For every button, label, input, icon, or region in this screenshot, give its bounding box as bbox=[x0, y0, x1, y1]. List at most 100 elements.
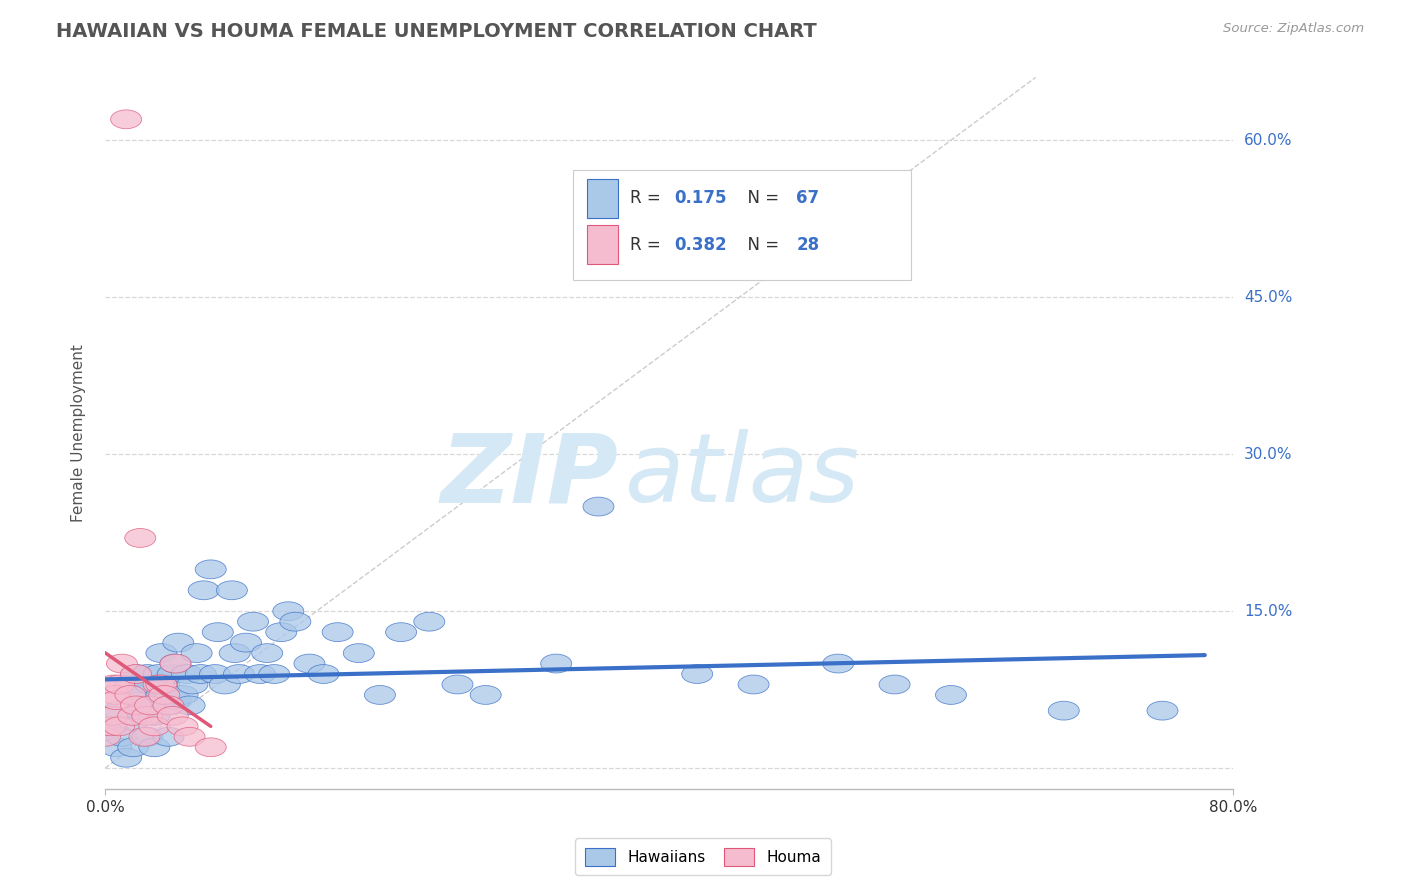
Ellipse shape bbox=[583, 497, 614, 516]
Ellipse shape bbox=[682, 665, 713, 683]
Ellipse shape bbox=[111, 748, 142, 767]
Ellipse shape bbox=[157, 706, 188, 725]
Ellipse shape bbox=[121, 696, 152, 714]
Ellipse shape bbox=[879, 675, 910, 694]
Ellipse shape bbox=[125, 701, 156, 720]
Ellipse shape bbox=[202, 623, 233, 641]
Ellipse shape bbox=[146, 686, 177, 705]
Ellipse shape bbox=[177, 675, 208, 694]
Ellipse shape bbox=[273, 602, 304, 621]
Ellipse shape bbox=[153, 696, 184, 714]
Ellipse shape bbox=[209, 675, 240, 694]
Ellipse shape bbox=[308, 665, 339, 683]
Ellipse shape bbox=[385, 623, 416, 641]
Ellipse shape bbox=[935, 686, 966, 705]
Ellipse shape bbox=[139, 738, 170, 756]
Text: 60.0%: 60.0% bbox=[1244, 133, 1292, 148]
Ellipse shape bbox=[174, 727, 205, 747]
Text: 67: 67 bbox=[796, 189, 820, 208]
Ellipse shape bbox=[153, 696, 184, 714]
Ellipse shape bbox=[107, 727, 138, 747]
Ellipse shape bbox=[343, 644, 374, 663]
Ellipse shape bbox=[121, 665, 152, 683]
Ellipse shape bbox=[111, 110, 142, 128]
Ellipse shape bbox=[181, 644, 212, 663]
Ellipse shape bbox=[160, 654, 191, 673]
Text: R =: R = bbox=[630, 235, 665, 253]
Ellipse shape bbox=[266, 623, 297, 641]
Ellipse shape bbox=[259, 665, 290, 683]
Ellipse shape bbox=[167, 686, 198, 705]
Ellipse shape bbox=[132, 665, 163, 683]
Ellipse shape bbox=[132, 706, 163, 725]
Text: 30.0%: 30.0% bbox=[1244, 447, 1292, 462]
Ellipse shape bbox=[153, 727, 184, 747]
Ellipse shape bbox=[146, 644, 177, 663]
Ellipse shape bbox=[135, 675, 166, 694]
Ellipse shape bbox=[96, 717, 127, 736]
Ellipse shape bbox=[118, 706, 149, 725]
FancyBboxPatch shape bbox=[574, 170, 911, 280]
Ellipse shape bbox=[129, 727, 160, 747]
Ellipse shape bbox=[172, 665, 202, 683]
Ellipse shape bbox=[167, 717, 198, 736]
Ellipse shape bbox=[174, 696, 205, 714]
Ellipse shape bbox=[143, 675, 174, 694]
Ellipse shape bbox=[252, 644, 283, 663]
FancyBboxPatch shape bbox=[586, 225, 619, 264]
Ellipse shape bbox=[160, 690, 191, 710]
Text: N =: N = bbox=[737, 189, 785, 208]
Ellipse shape bbox=[118, 738, 149, 756]
Ellipse shape bbox=[115, 675, 146, 694]
Ellipse shape bbox=[100, 686, 131, 705]
Ellipse shape bbox=[200, 665, 231, 683]
Ellipse shape bbox=[294, 654, 325, 673]
Text: 15.0%: 15.0% bbox=[1244, 604, 1292, 619]
Text: 0.175: 0.175 bbox=[675, 189, 727, 208]
Ellipse shape bbox=[146, 675, 177, 694]
Ellipse shape bbox=[101, 738, 132, 756]
Ellipse shape bbox=[157, 665, 188, 683]
Ellipse shape bbox=[98, 675, 129, 694]
Ellipse shape bbox=[149, 675, 180, 694]
Ellipse shape bbox=[217, 581, 247, 599]
Text: ZIP: ZIP bbox=[440, 429, 619, 523]
Ellipse shape bbox=[364, 686, 395, 705]
Legend: Hawaiians, Houma: Hawaiians, Houma bbox=[575, 838, 831, 875]
Ellipse shape bbox=[541, 654, 572, 673]
Text: 0.382: 0.382 bbox=[675, 235, 727, 253]
Ellipse shape bbox=[132, 727, 163, 747]
Ellipse shape bbox=[139, 717, 170, 736]
Ellipse shape bbox=[163, 633, 194, 652]
Ellipse shape bbox=[195, 560, 226, 579]
Ellipse shape bbox=[139, 706, 170, 725]
Ellipse shape bbox=[245, 665, 276, 683]
FancyBboxPatch shape bbox=[586, 179, 619, 218]
Ellipse shape bbox=[97, 706, 128, 725]
Ellipse shape bbox=[1049, 701, 1080, 720]
Ellipse shape bbox=[238, 612, 269, 632]
Ellipse shape bbox=[149, 686, 180, 705]
Text: Source: ZipAtlas.com: Source: ZipAtlas.com bbox=[1223, 22, 1364, 36]
Ellipse shape bbox=[280, 612, 311, 632]
Ellipse shape bbox=[118, 712, 149, 731]
Ellipse shape bbox=[129, 696, 160, 714]
Ellipse shape bbox=[186, 665, 217, 683]
Ellipse shape bbox=[823, 654, 853, 673]
Ellipse shape bbox=[219, 644, 250, 663]
Ellipse shape bbox=[115, 686, 146, 705]
Ellipse shape bbox=[104, 701, 135, 720]
Ellipse shape bbox=[322, 623, 353, 641]
Y-axis label: Female Unemployment: Female Unemployment bbox=[72, 344, 86, 522]
Ellipse shape bbox=[143, 665, 174, 683]
Ellipse shape bbox=[104, 675, 135, 694]
Ellipse shape bbox=[125, 529, 156, 548]
Ellipse shape bbox=[107, 654, 138, 673]
Ellipse shape bbox=[413, 612, 444, 632]
Ellipse shape bbox=[1147, 701, 1178, 720]
Ellipse shape bbox=[195, 738, 226, 756]
Ellipse shape bbox=[121, 665, 152, 683]
Ellipse shape bbox=[738, 675, 769, 694]
Ellipse shape bbox=[231, 633, 262, 652]
Ellipse shape bbox=[104, 717, 135, 736]
